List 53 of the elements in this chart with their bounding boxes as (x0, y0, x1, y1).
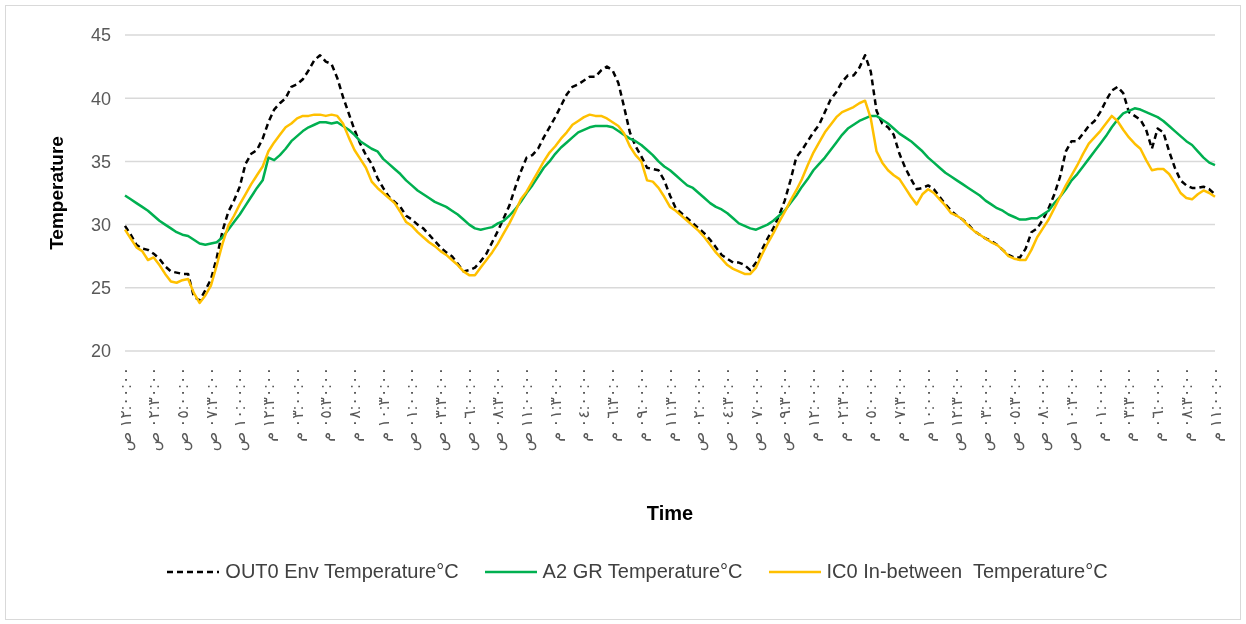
line-series (123, 99, 1217, 305)
x-tick-label: ١٠:٠٠:٠٠ م (919, 367, 938, 442)
x-tick-label: ٠٨:٣٠:٠٠ م (1177, 367, 1196, 442)
x-tick-label: ٠٥:٠٠:٠٠ ص (173, 367, 193, 452)
legend-label: OUT0 Env Temperature°C (225, 560, 459, 583)
x-tick-label: ٠٦:٣٠:٠٠ م (604, 367, 623, 442)
x-tick-label: ٠٢:٣٠:٠٠ ص (145, 367, 165, 452)
x-tick-label: ٠٧:٠٠:٠٠ ص (747, 367, 767, 452)
line-series (123, 53, 1217, 302)
y-axis-title: Temperature (45, 136, 67, 250)
x-tick-label: ٠٩:٠٠:٠٠ م (632, 367, 651, 442)
x-tick-label: ٠٨:٣٠:٠٠ ص (489, 367, 509, 452)
x-tick-label: ٠٩:٣٠:٠٠ ص (776, 367, 796, 452)
x-tick-label: ١٠:٣٠:٠٠ ص (1063, 367, 1083, 452)
x-tick-label: ٠٦:٠٠:٠٠ ص (460, 367, 480, 452)
x-tick-label: ٠٨:٠٠:٠٠ م (345, 367, 364, 442)
x-tick-label: ٠٧:٣٠:٠٠ م (890, 367, 909, 442)
x-tick-label: ١٢:٠٠:٠٠ ص (116, 367, 136, 452)
x-tick-label: ١٢:٠٠:٠٠ م (804, 367, 823, 442)
x-tick-label: ٠٣:٠٠:٠٠ ص (977, 367, 997, 452)
x-tick-label: ٠٣:٣٠:٠٠ ص (432, 367, 452, 452)
x-tick-label: ٠٤:٠٠:٠٠ م (575, 367, 594, 442)
x-tick-label: ١٢:٣٠:٠٠ ص (948, 367, 968, 452)
x-tick-label: ٠١:٠٠:٠٠ ص (403, 367, 423, 452)
line-series (123, 107, 1217, 247)
legend-label: A2 GR Temperature°C (542, 560, 743, 583)
x-tick-label: ٠٨:٠٠:٠٠ ص (1034, 367, 1054, 452)
x-tick-label: ١٠:٠٠:٠٠ ص (231, 367, 251, 452)
x-tick-label: ٠٣:٣٠:٠٠ م (1120, 367, 1139, 442)
y-tick-label: 30 (90, 214, 111, 235)
y-tick-label: 45 (90, 25, 111, 46)
x-tick-label: ٠٧:٣٠:٠٠ ص (202, 367, 222, 452)
y-tick-label: 40 (90, 88, 111, 109)
x-tick-label: ١١:٠٠:٠٠ م (1206, 367, 1225, 442)
x-tick-label: ٠٢:٣٠:٠٠ م (833, 367, 852, 442)
x-tick-label: ٠٥:٣٠:٠٠ ص (1005, 367, 1025, 452)
x-axis-title: Time (646, 502, 694, 524)
x-tick-label: ٠١:٣٠:٠٠ م (546, 367, 565, 442)
x-tick-label: ٠٦:٠٠:٠٠ م (1149, 367, 1168, 442)
x-tick-label: ٠١:٠٠:٠٠ م (1091, 367, 1110, 442)
x-tick-label: ٠٤:٣٠:٠٠ ص (718, 367, 738, 452)
y-tick-label: 20 (90, 341, 111, 362)
x-tick-label: ١١:٣٠:٠٠ م (661, 367, 680, 442)
y-tick-label: 35 (90, 151, 111, 172)
x-tick-label: ١٠:٣٠:٠٠ م (374, 367, 393, 442)
x-tick-label: ٠٥:٠٠:٠٠ م (862, 367, 881, 442)
y-tick-label: 25 (90, 278, 111, 299)
x-tick-label: ٠٣:٠٠:٠٠ م (288, 367, 307, 442)
x-tick-label: ٠٢:٠٠:٠٠ ص (690, 367, 710, 452)
x-tick-label: ٠٥:٣٠:٠٠ م (317, 367, 336, 442)
legend-label: IC0 In-between Temperature°C (826, 560, 1108, 583)
x-tick-label: ١١:٠٠:٠٠ ص (518, 367, 538, 452)
x-tick-label: ١٢:٣٠:٠٠ م (259, 367, 278, 442)
